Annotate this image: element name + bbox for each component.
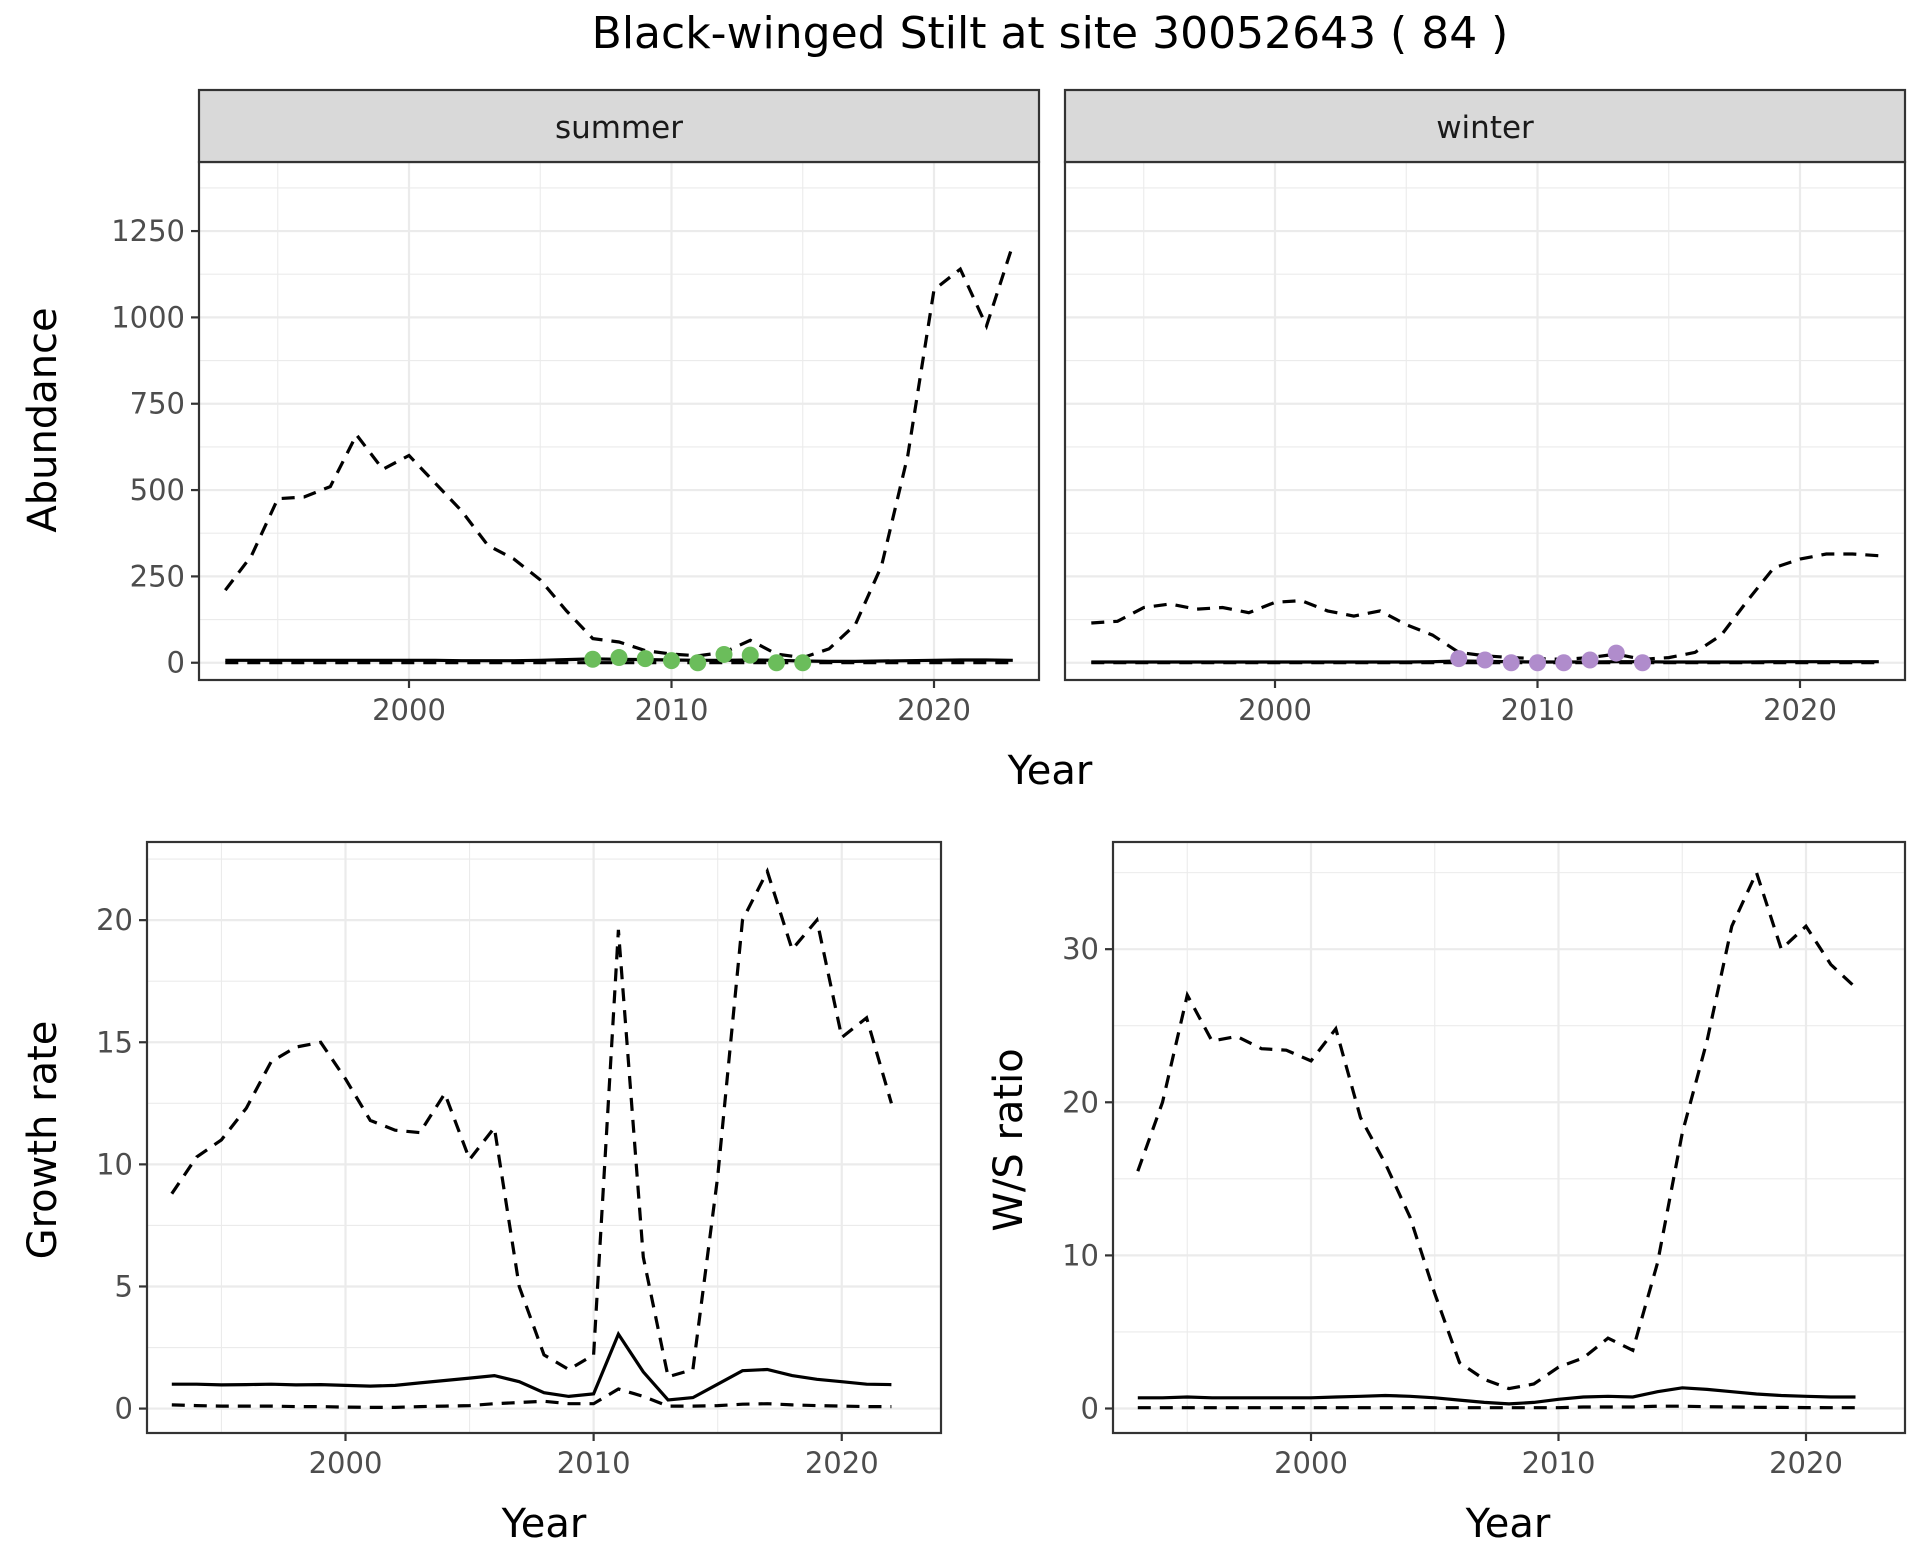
ratio-y-tick-label: 30 [1062,932,1099,966]
top-x-axis-title: Year [1007,748,1093,794]
growth-y-axis-title: Growth rate [20,1021,66,1260]
ratio-series-dashed-lower [1137,1404,1856,1410]
growth-y-tick-label: 0 [115,1392,133,1426]
summer-y-tick-label: 0 [167,646,185,680]
summer-y-tick-label: 250 [130,559,185,593]
growth-y-tick-label: 5 [115,1269,133,1303]
winter-x-tick-label: 2020 [1763,693,1837,727]
growth-x-tick-label: 2010 [557,1446,631,1480]
ratio-x-tick-label: 2020 [1769,1446,1843,1480]
summer-observation-point [715,645,733,663]
strip-label-summer: summer [555,110,683,146]
growth-x-tick-label: 2020 [805,1446,879,1480]
strip-summer [197,88,1041,164]
winter-observation-point [1607,644,1625,662]
summer-observation-point [610,649,628,667]
summer-abundance-panel: 2000 2010 2020 0 250 500 750 1000 1250 [111,160,1041,727]
winter-x-tick-label: 2000 [1238,693,1312,727]
summer-x-tick-label: 2010 [635,693,709,727]
ratio-y-axis-title: W/S ratio [986,1048,1032,1231]
winter-x-tick-label: 2010 [1501,693,1575,727]
ratio-x-axis-title: Year [1465,1501,1551,1547]
summer-y-axis-title: Abundance [20,307,66,532]
winter-abundance-panel: 2000 2010 2020 [1063,160,1907,727]
winter-observation-point [1634,654,1651,672]
ws-ratio-panel: 2000 2010 2020 0 10 20 30 [1062,840,1907,1480]
winter-series-dashed-upper [1091,552,1879,661]
ratio-series-dashed-upper [1136,868,1857,1391]
winter-observation-point [1476,651,1494,669]
summer-observation-point [768,654,785,672]
ratio-x-tick-label: 2000 [1274,1446,1348,1480]
winter-observation-point [1450,650,1468,668]
growth-series-solid [171,1330,892,1402]
winter-observation-point [1502,654,1520,672]
ratio-y-tick-label: 10 [1062,1238,1099,1272]
summer-x-tick-label: 2000 [372,693,446,727]
growth-y-tick-label: 10 [96,1147,133,1181]
ratio-plot-background [1113,842,1905,1433]
summer-y-tick-label: 750 [130,387,185,421]
summer-x-tick-label: 2020 [897,693,971,727]
strip-winter [1063,88,1907,164]
summer-y-tick-label: 500 [130,473,185,507]
growth-y-tick-label: 20 [96,903,133,937]
summer-y-tick-label: 1250 [111,214,185,248]
summer-observation-point [794,654,812,672]
ratio-panel-border [1111,840,1907,1435]
strip-label-winter: winter [1436,110,1534,146]
summer-y-tick-label: 1000 [111,300,185,334]
summer-observation-point [663,652,680,670]
summer-observation-point [636,650,654,668]
winter-observation-point [1529,654,1546,672]
chart-title: Black-winged Stilt at site 30052643 ( 84… [592,8,1509,59]
summer-observation-point [689,654,707,672]
ratio-y-tick-label: 20 [1062,1085,1099,1119]
winter-plot-background [1065,162,1905,680]
growth-plot-background [147,842,941,1433]
summer-observation-point [741,646,759,664]
growth-x-tick-label: 2000 [309,1446,383,1480]
summer-series-dashed-upper [224,244,1015,660]
growth-panel-border [145,840,943,1435]
growth-x-axis-title: Year [501,1501,587,1547]
ratio-series-solid [1137,1386,1856,1406]
summer-observation-point [584,650,602,668]
growth-series-dashed-lower [171,1387,892,1410]
growth-rate-panel: 2000 2010 2020 0 5 10 15 20 [96,840,943,1480]
ratio-x-tick-label: 2010 [1522,1446,1596,1480]
summer-plot-background [199,162,1039,680]
growth-y-tick-label: 15 [96,1025,133,1059]
ratio-y-tick-label: 0 [1081,1392,1099,1426]
winter-observation-point [1581,651,1599,669]
winter-observation-point [1555,654,1573,672]
